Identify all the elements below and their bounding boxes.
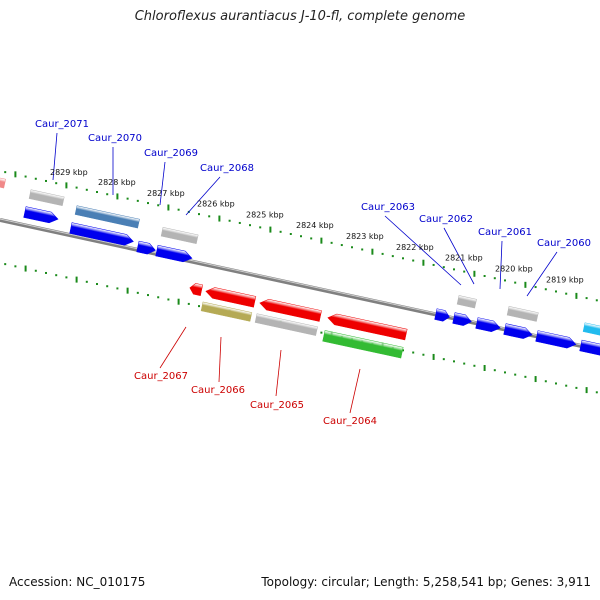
feature-gray — [456, 295, 477, 309]
scale-label: 2821 kbp — [445, 253, 483, 262]
feature-layer — [0, 175, 600, 359]
feature-shape — [579, 339, 600, 356]
leader-line — [159, 326, 187, 369]
leader-line — [443, 227, 475, 285]
feature-shape — [322, 330, 404, 359]
gene-arrow-reverse — [205, 287, 257, 308]
scale-label: 2829 kbp — [50, 168, 88, 177]
feature-shape — [503, 323, 533, 339]
gene-arrow-reverse — [259, 298, 322, 322]
feature-gray — [254, 313, 318, 336]
tick-layer — [4, 171, 598, 394]
gene-label-caur-2071: Caur_2071 — [35, 119, 89, 130]
backbone-highlight — [0, 218, 600, 350]
gene-arrow — [69, 222, 134, 246]
gene-label-caur-2068: Caur_2068 — [200, 163, 254, 174]
feature-cyan — [582, 322, 600, 339]
feature-shape — [155, 244, 193, 263]
scale-label: 2825 kbp — [246, 210, 284, 219]
feature-shape — [23, 206, 59, 224]
feature-shape — [189, 283, 204, 296]
gene-label-caur-2063: Caur_2063 — [361, 202, 415, 213]
feature-shape — [69, 222, 134, 246]
feature-shape — [327, 313, 408, 341]
leader-line — [218, 336, 222, 383]
gene-label-caur-2061: Caur_2061 — [478, 227, 532, 238]
feature-shape — [452, 312, 472, 326]
gene-label-caur-2062: Caur_2062 — [419, 214, 473, 225]
leader-line — [159, 161, 166, 206]
genome-summary: Topology: circular; Length: 5,258,541 bp… — [261, 575, 591, 589]
feature-steel — [74, 205, 140, 229]
leader-line — [526, 251, 558, 297]
feature-shape — [254, 313, 318, 336]
feature-shape — [456, 295, 477, 309]
feature-shape — [434, 308, 450, 322]
gene-label-caur-2064: Caur_2064 — [323, 416, 377, 427]
gene-arrow — [579, 339, 600, 356]
feature-shape — [205, 287, 257, 308]
feature-shape — [160, 227, 199, 245]
map-title: Chloroflexus aurantiacus J-10-fl, comple… — [134, 9, 466, 24]
gene-arrow — [535, 330, 577, 349]
leader-line — [384, 215, 462, 286]
scale-label: 2827 kbp — [147, 189, 185, 198]
leader-line — [275, 349, 282, 397]
scale-label: 2823 kbp — [346, 232, 384, 241]
feature-gray — [506, 305, 539, 322]
feature-shape — [74, 205, 140, 229]
gene-label-caur-2069: Caur_2069 — [144, 148, 198, 159]
gene-label-caur-2067: Caur_2067 — [134, 371, 188, 382]
gene-arrow-reverse — [189, 283, 204, 296]
feature-shape — [535, 330, 577, 349]
feature-shape — [259, 298, 322, 322]
accession-text: Accession: NC_010175 — [9, 575, 146, 589]
scale-label: 2824 kbp — [296, 221, 334, 230]
gene-label-caur-2070: Caur_2070 — [88, 133, 142, 144]
feature-partial-left — [0, 175, 6, 189]
feature-olive — [200, 301, 253, 322]
feature-shape — [200, 301, 253, 322]
scale-label: 2828 kbp — [98, 178, 136, 187]
feature-shape — [475, 317, 501, 332]
feature-shape — [136, 240, 156, 255]
feature-green — [322, 330, 404, 359]
gene-label-caur-2066: Caur_2066 — [191, 385, 245, 396]
feature-gray — [28, 189, 65, 207]
scale-label: 2826 kbp — [197, 200, 235, 209]
gene-arrow — [475, 317, 501, 332]
leader-line — [349, 368, 361, 414]
leader-line — [499, 240, 503, 290]
scale-label: 2820 kbp — [495, 264, 533, 273]
gene-arrow — [434, 308, 450, 322]
gene-arrow — [23, 206, 59, 224]
feature-gray — [160, 227, 199, 245]
gene-label-caur-2060: Caur_2060 — [537, 238, 591, 249]
scale-label: 2819 kbp — [546, 275, 584, 284]
gene-label-caur-2065: Caur_2065 — [250, 400, 304, 411]
leader-line — [185, 176, 221, 216]
leader-layer — [52, 132, 558, 414]
gene-arrow — [452, 312, 472, 326]
gene-arrow — [136, 240, 156, 255]
feature-shape — [506, 305, 539, 322]
gene-arrow-reverse — [327, 313, 408, 341]
gene-arrow — [503, 323, 533, 339]
leader-line — [52, 132, 58, 181]
feature-shape — [582, 322, 600, 339]
feature-shape — [28, 189, 65, 207]
gene-arrow — [155, 244, 193, 263]
feature-shape — [0, 175, 6, 189]
scale-label: 2822 kbp — [396, 243, 434, 252]
